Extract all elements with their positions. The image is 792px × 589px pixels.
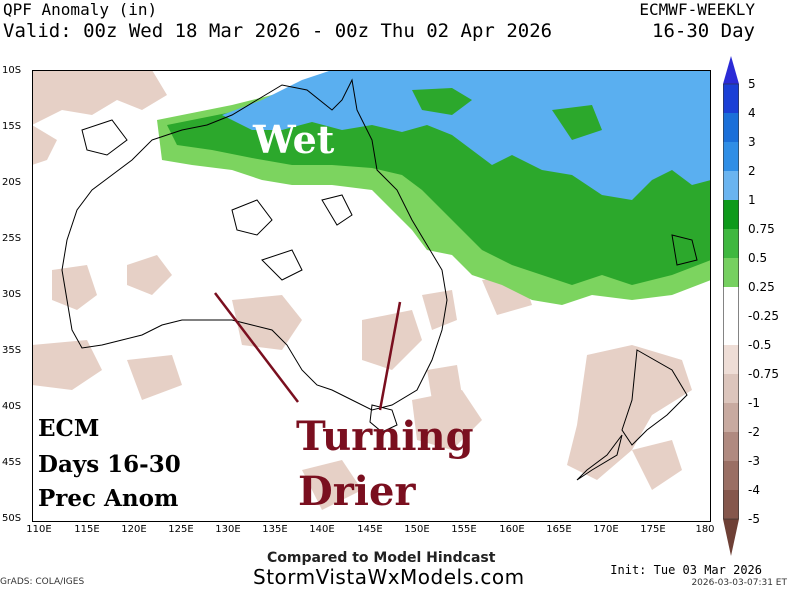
model-name: ECMWF-WEEKLY [639, 0, 755, 19]
lon-label: 145E [357, 524, 383, 535]
colorbar-label: 4 [748, 106, 756, 120]
lat-label: 50S [2, 513, 22, 524]
lon-label: 175E [640, 524, 666, 535]
ecm-label-line2: Days 16-30 [38, 451, 181, 478]
drier-annotation-line2: Drier [298, 468, 416, 515]
colorbar-label: 1 [748, 193, 756, 207]
lon-label: 170E [593, 524, 619, 535]
lon-label: 140E [309, 524, 335, 535]
lat-label: 20S [2, 177, 22, 188]
coastlines [61, 78, 698, 481]
colorbar-label: 0.25 [748, 280, 775, 294]
colorbar-label: -3 [748, 454, 760, 468]
colorbar-label: -2 [748, 425, 760, 439]
lon-label: 120E [121, 524, 147, 535]
map-title: QPF Anomaly (in) [3, 0, 158, 19]
wet-anomaly-areas [157, 70, 711, 305]
lon-label: 115E [74, 524, 100, 535]
lon-label: 160E [499, 524, 525, 535]
ecm-label-line3: Prec Anom [38, 485, 179, 512]
colorbar-label: 2 [748, 164, 756, 178]
map-canvas [32, 70, 711, 522]
lon-label: 165E [546, 524, 572, 535]
lon-label: 110E [26, 524, 52, 535]
hindcast-note: Compared to Model Hindcast [267, 550, 496, 566]
colorbar-label: -0.25 [748, 309, 780, 323]
init-time: Init: Tue 03 Mar 2026 [610, 563, 762, 577]
ecm-label-line1: ECM [38, 415, 100, 442]
lon-label: 155E [451, 524, 477, 535]
forecast-period: 16-30 Day [652, 20, 755, 42]
wet-annotation: Wet [253, 117, 335, 162]
colorbar-label: -0.75 [748, 367, 780, 381]
colorbar-label: -1 [748, 396, 760, 410]
timestamp: 2026-03-03-07:31 ET [691, 578, 787, 588]
map-frame [32, 70, 711, 522]
lon-label: 150E [404, 524, 430, 535]
site-name: StormVistaWxModels.com [253, 565, 525, 589]
lat-label: 25S [2, 233, 22, 244]
lat-label: 40S [2, 401, 22, 412]
lon-label: 125E [168, 524, 194, 535]
colorbar-label: 0.5 [748, 251, 768, 265]
lon-label: 130E [215, 524, 241, 535]
lat-label: 30S [2, 289, 22, 300]
colorbar-label: 5 [748, 77, 756, 91]
lat-label: 10S [2, 65, 22, 76]
lat-label: 45S [2, 457, 22, 468]
colorbar-label: 3 [748, 135, 756, 149]
lon-label: 135E [262, 524, 288, 535]
lat-label: 35S [2, 345, 22, 356]
grads-credit: GrADS: COLA/IGES [0, 577, 85, 587]
colorbar-label: -0.5 [748, 338, 772, 352]
map-panel [32, 70, 711, 522]
colorbar-label: -4 [748, 483, 760, 497]
lon-label: 180 [695, 524, 715, 535]
colorbar-label: -5 [748, 512, 760, 526]
valid-period: Valid: 00z Wed 18 Mar 2026 - 00z Thu 02 … [3, 20, 553, 42]
drier-annotation-line1: Turning [296, 413, 474, 460]
lat-label: 15S [2, 121, 22, 132]
colorbar [723, 56, 739, 556]
colorbar-label: 0.75 [748, 222, 775, 236]
annotation-arrows [214, 292, 402, 411]
